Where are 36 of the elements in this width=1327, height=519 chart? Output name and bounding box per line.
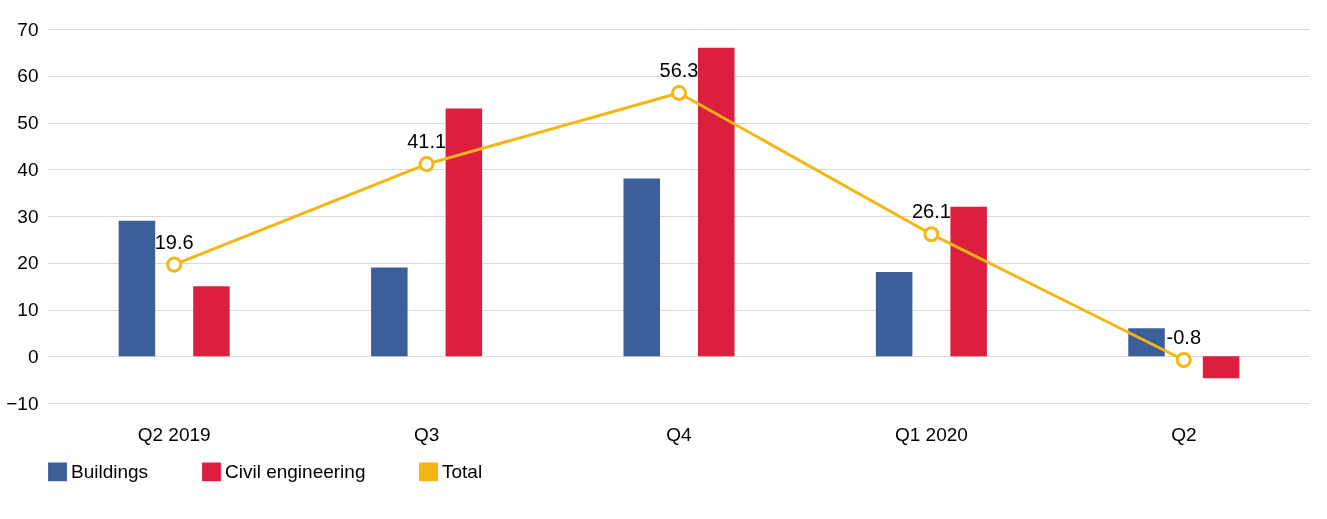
bar — [623, 178, 660, 357]
legend-label: Buildings — [71, 460, 149, 482]
y-tick-label: 50 — [17, 112, 39, 133]
y-tick-label: 40 — [17, 158, 39, 180]
data-label: 26.1 — [911, 200, 951, 223]
bar — [1202, 356, 1240, 379]
point — [670, 85, 688, 102]
bar — [445, 108, 483, 357]
legend-label: Total — [442, 460, 483, 482]
data-label: -0.8 — [1166, 325, 1202, 348]
bar — [118, 220, 156, 357]
data-label: 41.1 — [407, 130, 447, 153]
point — [418, 156, 435, 173]
y-tick-label: 70 — [17, 18, 39, 40]
legend-label: Civil engineering — [225, 460, 366, 482]
y-tick-label: 10 — [17, 299, 39, 320]
point — [1175, 351, 1192, 368]
x-tick-label: Q3 — [413, 423, 440, 445]
bar — [698, 47, 735, 357]
data-label: 56.3 — [659, 59, 699, 82]
y-tick-label: 30 — [17, 205, 39, 227]
point — [166, 256, 183, 273]
bar — [875, 272, 913, 357]
y-tick-label: 20 — [17, 252, 39, 274]
x-tick-label: Q2 — [1171, 423, 1197, 445]
bar — [950, 206, 987, 357]
x-tick-label: Q2 2019 — [137, 423, 211, 445]
point — [923, 226, 940, 243]
x-tick-label: Q4 — [666, 423, 693, 445]
bar — [371, 267, 408, 357]
y-tick-label: −10 — [6, 392, 39, 414]
data-label: 19.6 — [154, 230, 194, 253]
x-tick-label: Q1 2020 — [894, 423, 968, 445]
y-tick-label: 0 — [27, 345, 39, 367]
y-tick-label: 60 — [17, 65, 39, 87]
bar — [193, 286, 230, 357]
